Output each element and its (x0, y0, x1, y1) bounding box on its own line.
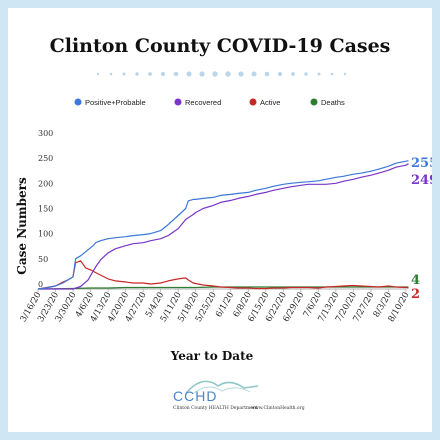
legend: Positive+Probable Recovered Active Deaths (74, 98, 345, 107)
divider-dot (304, 72, 308, 76)
legend-swatch-icon (174, 98, 182, 106)
legend-item: Deaths (310, 98, 345, 107)
divider-dot (135, 72, 139, 76)
divider-dot (199, 71, 205, 77)
series-line-active (37, 260, 409, 290)
x-axis: 3/16/203/23/203/30/204/6/204/13/204/20/2… (19, 289, 412, 324)
legend-swatch-icon (74, 98, 82, 106)
y-tick-label: 100 (38, 230, 53, 239)
divider-dot (148, 72, 152, 76)
y-axis: 0 50 100 150 200 250 300 (38, 129, 406, 290)
legend-label: Active (260, 98, 280, 107)
divider-dot (343, 72, 347, 76)
logo-mountain-icon (185, 380, 259, 394)
legend-label: Recovered (185, 98, 221, 107)
end-value-label: 2 (411, 287, 420, 302)
end-labels: 255 249 24 (411, 156, 432, 302)
divider-dot (238, 71, 244, 77)
divider-dot (109, 72, 113, 76)
divider-dot (277, 71, 283, 77)
end-value-label: 4 (411, 273, 420, 288)
legend-label: Positive+Probable (85, 98, 146, 107)
y-tick-label: 300 (38, 129, 53, 138)
y-tick-label: 150 (38, 205, 53, 214)
series-line-positive-probable (37, 160, 409, 290)
covid-line-chart: Clinton County COVID-19 Cases Positive+P… (15, 35, 432, 411)
logo-subtitle: Clinton County HEALTH Department (173, 405, 258, 411)
divider-dot (122, 72, 126, 76)
y-tick-label: 250 (38, 154, 53, 163)
divider-dot (186, 71, 192, 77)
legend-item: Recovered (174, 98, 221, 107)
divider-dot (225, 71, 231, 77)
divider-dot (173, 71, 179, 77)
divider-dot (251, 71, 257, 77)
legend-swatch-icon (249, 98, 257, 106)
plot-area (37, 160, 409, 290)
end-value-label: 249 (411, 173, 432, 188)
divider-dot (96, 72, 100, 76)
divider-dot (160, 71, 166, 77)
y-tick-label: 0 (38, 280, 43, 289)
y-axis-title: Case Numbers (15, 177, 29, 275)
logo-wave-icon (193, 386, 251, 394)
divider-dot (291, 72, 295, 76)
logo-wordmark: CCHD (173, 388, 217, 404)
end-value-label: 255 (411, 156, 432, 171)
legend-swatch-icon (310, 98, 318, 106)
x-axis-title: Year to Date (170, 349, 254, 363)
cchd-logo: CCHD Clinton County HEALTH Department ww… (173, 380, 305, 411)
series-line-recovered (38, 163, 409, 290)
title-divider-dots (96, 71, 347, 77)
logo-url: www.ClintonHealth.org (251, 405, 305, 411)
y-tick-label: 50 (38, 255, 48, 264)
divider-dot (212, 71, 218, 77)
legend-item: Positive+Probable (74, 98, 146, 107)
legend-item: Active (249, 98, 280, 107)
chart-title: Clinton County COVID-19 Cases (50, 35, 391, 57)
y-tick-label: 200 (38, 179, 53, 188)
divider-dot (317, 72, 321, 76)
legend-label: Deaths (321, 98, 345, 107)
divider-dot (264, 71, 270, 77)
chart-card: Clinton County COVID-19 Cases Positive+P… (8, 8, 432, 432)
divider-dot (330, 72, 334, 76)
